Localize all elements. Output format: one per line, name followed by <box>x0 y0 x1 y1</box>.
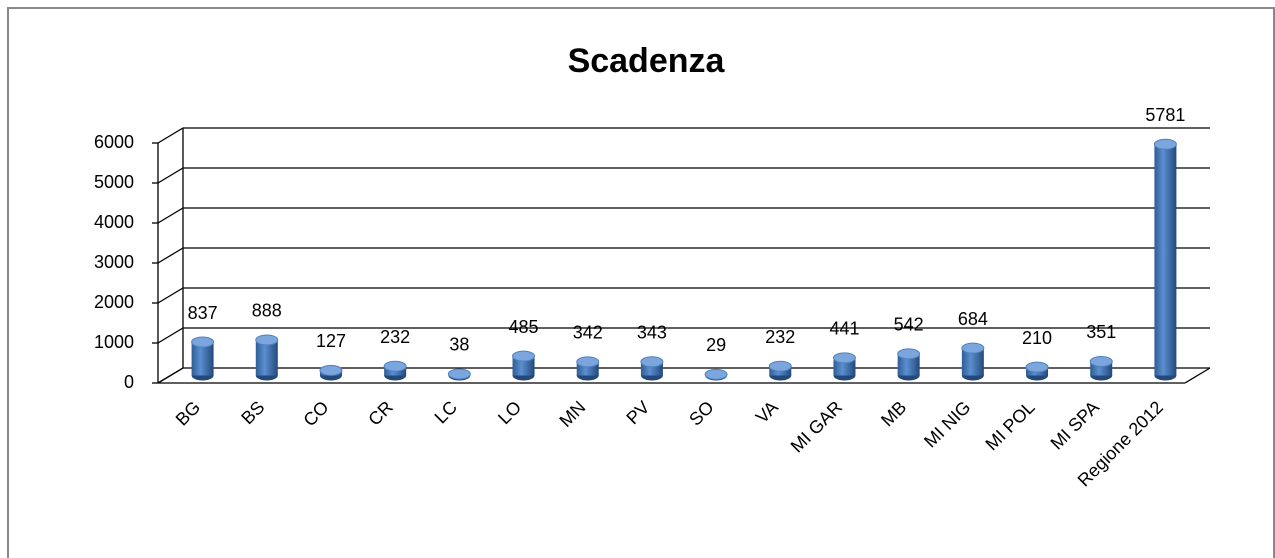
value-label: 343 <box>637 323 667 343</box>
bar <box>255 339 278 376</box>
value-label: 684 <box>958 309 988 329</box>
cylinder <box>447 368 471 381</box>
cylinder <box>1089 355 1113 381</box>
cylinder-top <box>640 356 664 368</box>
cylinder <box>576 356 600 381</box>
value-label: 210 <box>1022 328 1052 348</box>
grid-line <box>157 327 1210 344</box>
grid-line <box>157 367 1210 384</box>
grid-line <box>157 247 1210 264</box>
floor-edge <box>1184 367 1211 384</box>
cylinder-top <box>576 356 600 368</box>
cylinder-top <box>447 368 471 380</box>
value-label: 232 <box>380 327 410 347</box>
cylinder <box>897 348 921 381</box>
cylinder <box>961 342 985 381</box>
cylinder-top <box>897 348 921 360</box>
y-tick-label: 3000 <box>94 252 134 272</box>
cylinder-top <box>1025 361 1049 373</box>
value-label: 29 <box>706 335 726 355</box>
cylinder-top <box>961 342 985 354</box>
value-label: 5781 <box>1145 105 1185 125</box>
cylinder-top <box>512 350 536 362</box>
cylinder-top <box>255 334 279 346</box>
cylinder <box>255 334 279 381</box>
cylinder-top <box>832 352 856 364</box>
cylinder-top <box>1153 138 1177 150</box>
cylinder <box>640 356 664 381</box>
cylinder <box>1153 138 1177 381</box>
cylinder-top <box>704 368 728 380</box>
cylinder <box>191 336 215 381</box>
bar <box>961 348 984 376</box>
y-tick-label: 5000 <box>94 172 134 192</box>
cylinder <box>383 360 407 381</box>
bar <box>1154 144 1177 376</box>
value-label: 542 <box>894 315 924 335</box>
value-label: 888 <box>252 301 282 321</box>
cylinder-top <box>1089 355 1113 367</box>
cylinder <box>704 368 728 381</box>
bar <box>897 353 920 376</box>
grid-line <box>157 167 1210 184</box>
y-tick-label: 6000 <box>94 132 134 152</box>
cylinder <box>512 350 536 381</box>
grid-line <box>157 287 1210 304</box>
value-label: 342 <box>573 323 603 343</box>
value-label: 38 <box>449 335 469 355</box>
cylinder-top <box>191 336 215 348</box>
cylinder <box>319 364 343 381</box>
bar <box>191 342 214 376</box>
cylinder-top <box>319 364 343 376</box>
grid-line <box>157 207 1210 224</box>
cylinder-top <box>768 360 792 372</box>
cylinder <box>832 352 856 381</box>
y-tick-label: 0 <box>124 372 134 392</box>
cylinder-top <box>383 360 407 372</box>
y-tick-label: 2000 <box>94 292 134 312</box>
value-label: 232 <box>765 327 795 347</box>
grid-line <box>157 127 1210 144</box>
value-label: 837 <box>188 303 218 323</box>
value-label: 441 <box>829 319 859 339</box>
cylinder <box>768 360 792 381</box>
chart-frame <box>7 7 1275 558</box>
y-tick-label: 4000 <box>94 212 134 232</box>
y-tick-label: 1000 <box>94 332 134 352</box>
value-label: 351 <box>1086 322 1116 342</box>
cylinder <box>1025 361 1049 381</box>
chart-title: Scadenza <box>568 42 726 80</box>
value-label: 127 <box>316 331 346 351</box>
value-label: 485 <box>509 317 539 337</box>
